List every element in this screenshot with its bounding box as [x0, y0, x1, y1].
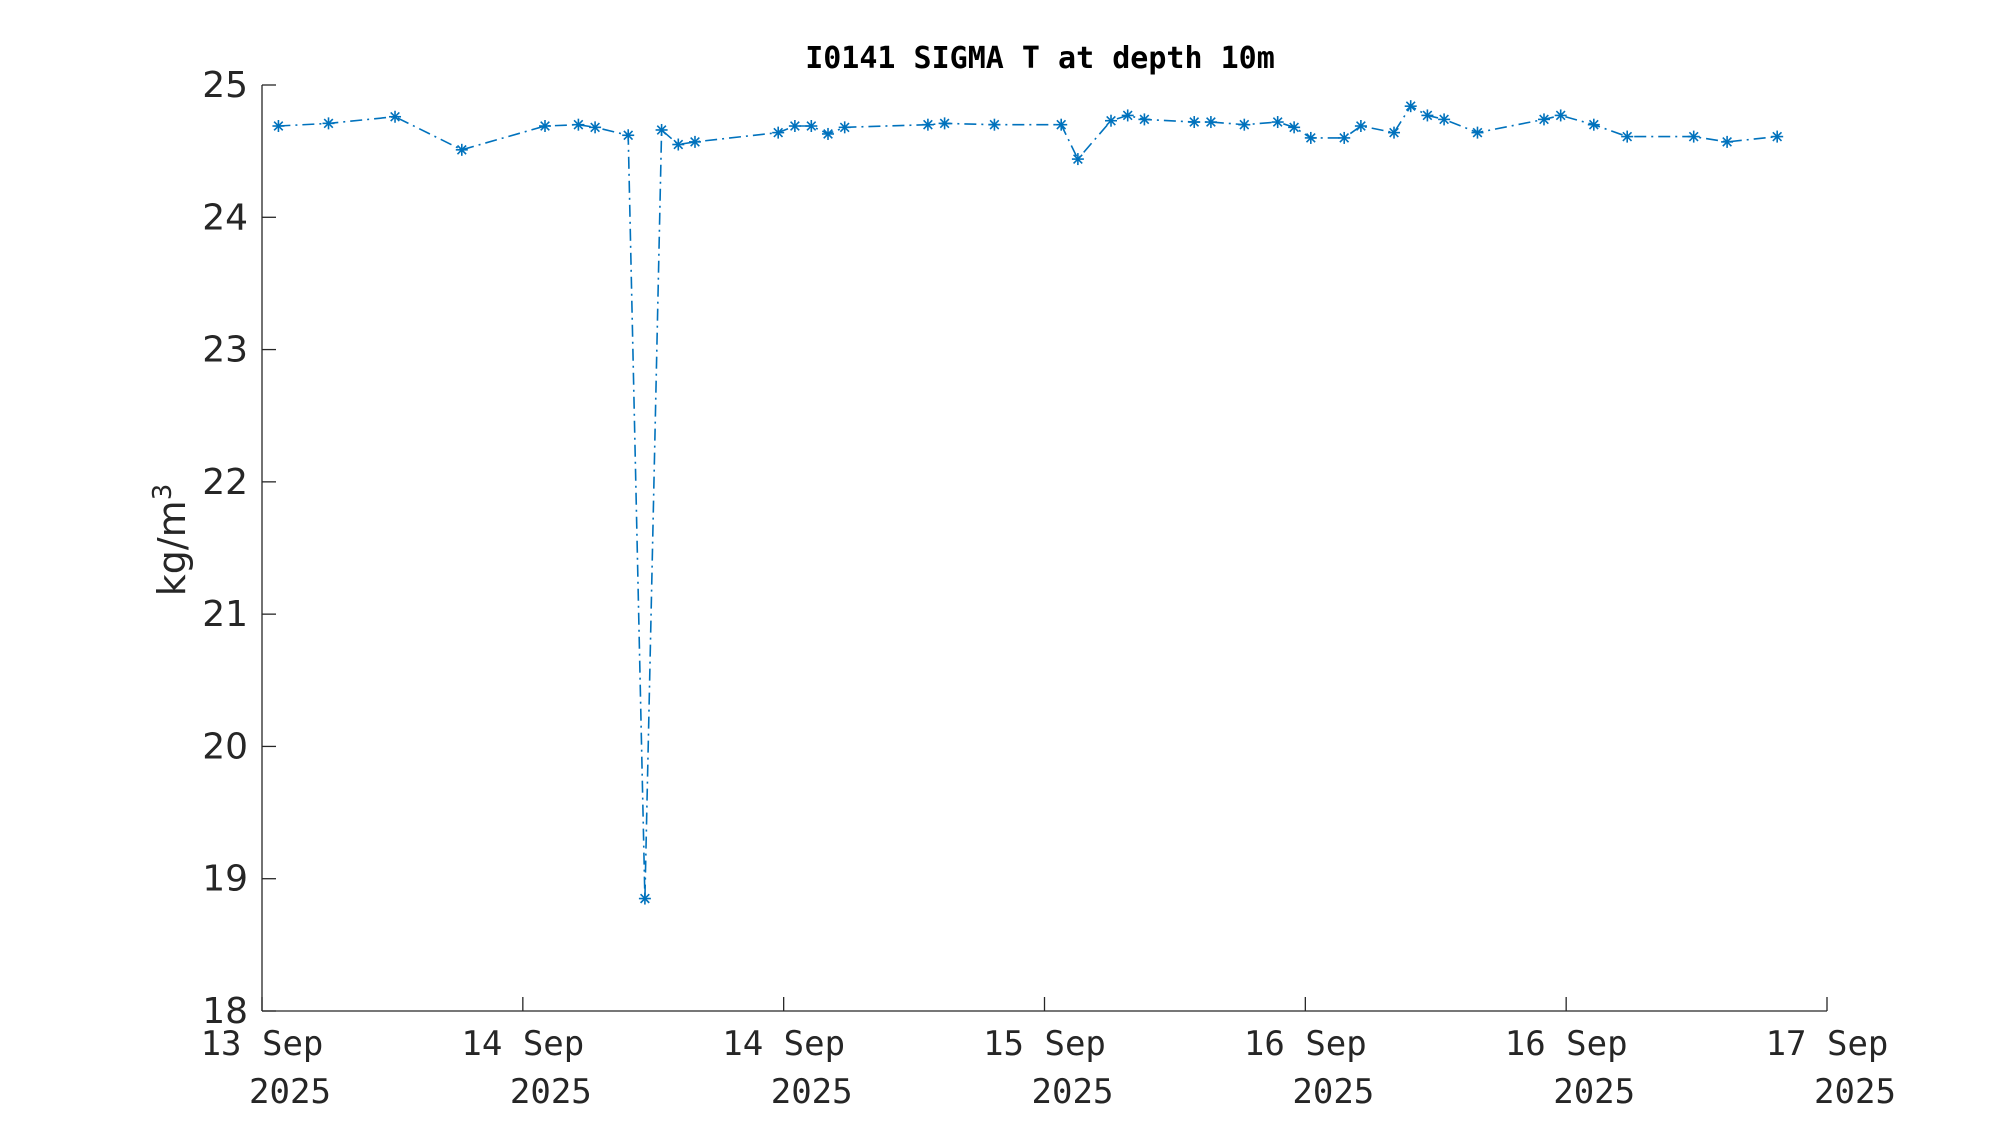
data-point [772, 126, 785, 139]
x-tick-label: 17 Sep 2025 [1766, 1024, 1896, 1112]
data-point [1687, 130, 1700, 143]
data-point [1621, 130, 1634, 143]
data-point [589, 121, 602, 134]
data-markers [272, 100, 1784, 905]
data-point [1055, 118, 1068, 131]
data-point [1138, 113, 1151, 126]
data-point [1288, 121, 1301, 134]
x-ticks: 13 Sep 2025 14 Sep 2025 14 Sep 2025 15 Sep 2025… [201, 997, 1896, 1112]
y-tick-label: 24 [202, 197, 248, 238]
data-point [655, 123, 668, 136]
data-point [1188, 116, 1201, 129]
data-point [1354, 120, 1367, 133]
y-axis-label-superscript: 3 [148, 484, 178, 501]
data-point [688, 135, 701, 148]
data-point [788, 120, 801, 133]
data-point [1238, 118, 1251, 131]
data-point [1438, 113, 1451, 126]
data-point [1587, 118, 1600, 131]
data-point [938, 117, 951, 130]
data-point [1271, 116, 1284, 129]
y-tick-label: 22 [202, 462, 248, 503]
data-point [539, 120, 552, 133]
data-point [1304, 131, 1317, 144]
data-point [1404, 100, 1417, 113]
y-tick-label: 20 [202, 726, 248, 767]
data-point [322, 117, 335, 130]
data-point [805, 120, 818, 133]
data-point [1721, 135, 1734, 148]
y-ticks: 18 19 20 21 22 23 24 25 [202, 65, 276, 1032]
y-tick-label: 19 [202, 859, 248, 900]
data-point [1421, 109, 1434, 122]
data-point [638, 892, 651, 905]
y-tick-label: 23 [202, 330, 248, 371]
data-point [1121, 109, 1134, 122]
data-point [838, 121, 851, 134]
data-point [455, 143, 468, 156]
data-point [1471, 126, 1484, 139]
data-point [822, 127, 835, 140]
data-point [1105, 114, 1118, 127]
x-tick-label: 16 Sep 2025 [1244, 1024, 1374, 1112]
x-tick-label: 16 Sep 2025 [1505, 1024, 1635, 1112]
data-point [272, 120, 285, 133]
data-point [1071, 153, 1084, 166]
data-point [1771, 130, 1784, 143]
y-axis-label: kg/m3 [148, 484, 194, 597]
y-axis-label-base: kg/m [150, 500, 194, 596]
data-point [921, 118, 934, 131]
x-tick-label: 15 Sep 2025 [983, 1024, 1113, 1112]
y-axis-label-text: kg/m3 [148, 484, 194, 597]
y-tick-label: 25 [202, 65, 248, 106]
data-point [1388, 126, 1401, 139]
data-point [1338, 131, 1351, 144]
x-tick-label: 14 Sep 2025 [461, 1024, 591, 1112]
data-point [1204, 116, 1217, 129]
x-tick-label: 14 Sep 2025 [722, 1024, 852, 1112]
data-point [1537, 113, 1550, 126]
y-tick-label: 21 [202, 594, 248, 635]
data-point [672, 138, 685, 151]
data-point [572, 118, 585, 131]
x-tick-label: 13 Sep 2025 [201, 1024, 331, 1112]
plot-axes [261, 85, 1827, 1012]
data-point [389, 110, 402, 123]
data-point [1554, 109, 1567, 122]
y-tick-label: 18 [202, 991, 248, 1032]
chart-title: I0141 SIGMA T at depth 10m [805, 41, 1275, 76]
series-line [278, 105, 1778, 899]
data-point [988, 118, 1001, 131]
data-point [622, 129, 635, 142]
